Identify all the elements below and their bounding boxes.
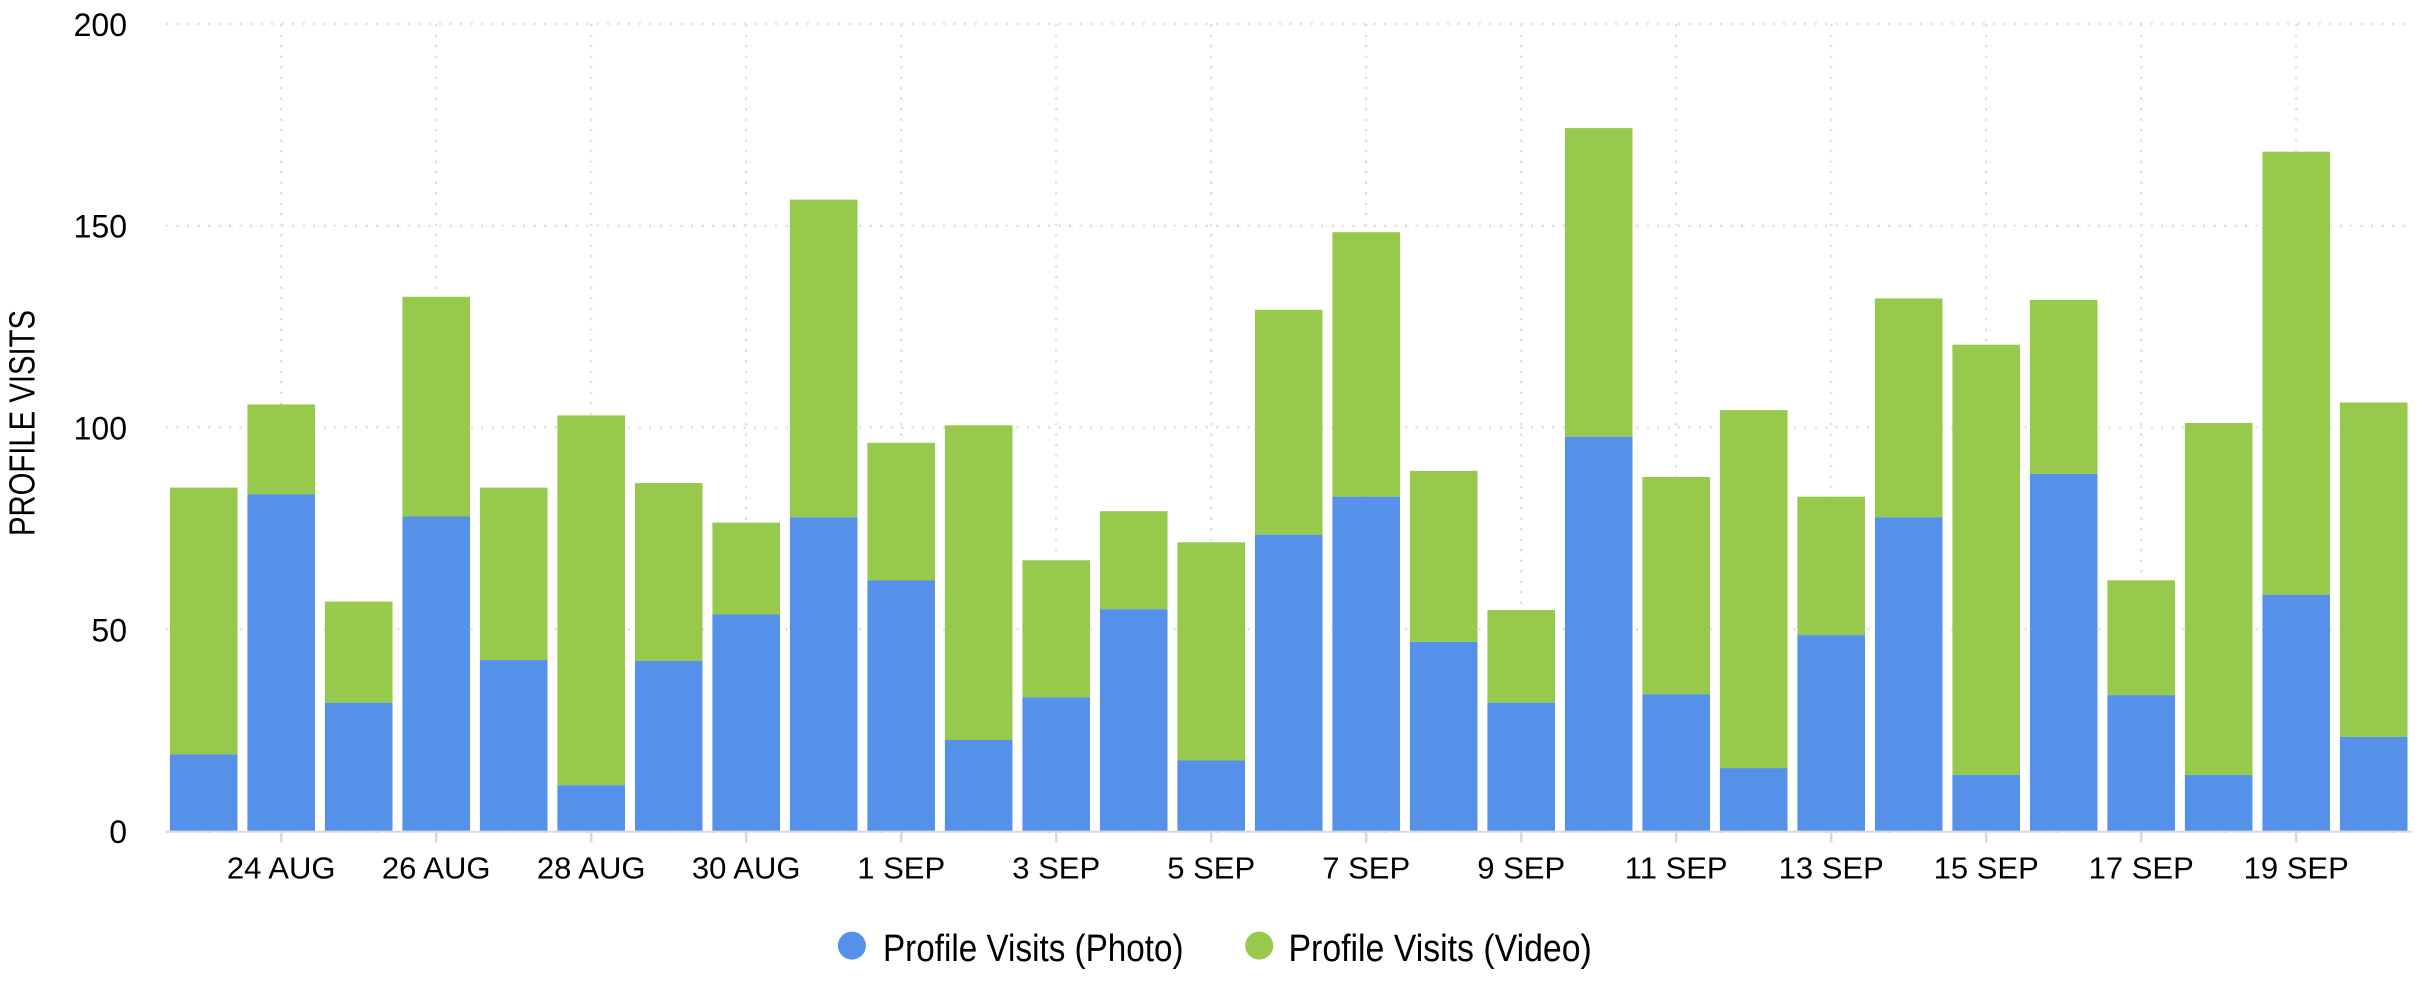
svg-text:17 SEP: 17 SEP <box>2089 851 2194 886</box>
svg-text:30 AUG: 30 AUG <box>692 851 801 886</box>
svg-text:28 AUG: 28 AUG <box>537 851 646 886</box>
svg-text:100: 100 <box>74 411 127 447</box>
svg-text:Profile Visits (Video): Profile Visits (Video) <box>1289 928 1592 970</box>
svg-text:PROFILE VISITS: PROFILE VISITS <box>1 310 42 536</box>
svg-text:5 SEP: 5 SEP <box>1167 851 1255 886</box>
svg-text:15 SEP: 15 SEP <box>1934 851 2039 886</box>
svg-text:3 SEP: 3 SEP <box>1012 851 1100 886</box>
svg-text:26 AUG: 26 AUG <box>382 851 491 886</box>
svg-text:19 SEP: 19 SEP <box>2244 851 2349 886</box>
svg-text:Profile Visits (Photo): Profile Visits (Photo) <box>883 928 1184 970</box>
svg-text:11 SEP: 11 SEP <box>1625 851 1728 886</box>
svg-text:24 AUG: 24 AUG <box>227 851 336 886</box>
svg-text:150: 150 <box>74 209 127 245</box>
svg-text:50: 50 <box>91 612 127 648</box>
svg-text:7 SEP: 7 SEP <box>1322 851 1410 886</box>
svg-text:9 SEP: 9 SEP <box>1477 851 1565 886</box>
svg-text:13 SEP: 13 SEP <box>1779 851 1884 886</box>
svg-text:0: 0 <box>109 814 127 850</box>
svg-text:1 SEP: 1 SEP <box>857 851 945 886</box>
svg-text:200: 200 <box>74 7 127 43</box>
